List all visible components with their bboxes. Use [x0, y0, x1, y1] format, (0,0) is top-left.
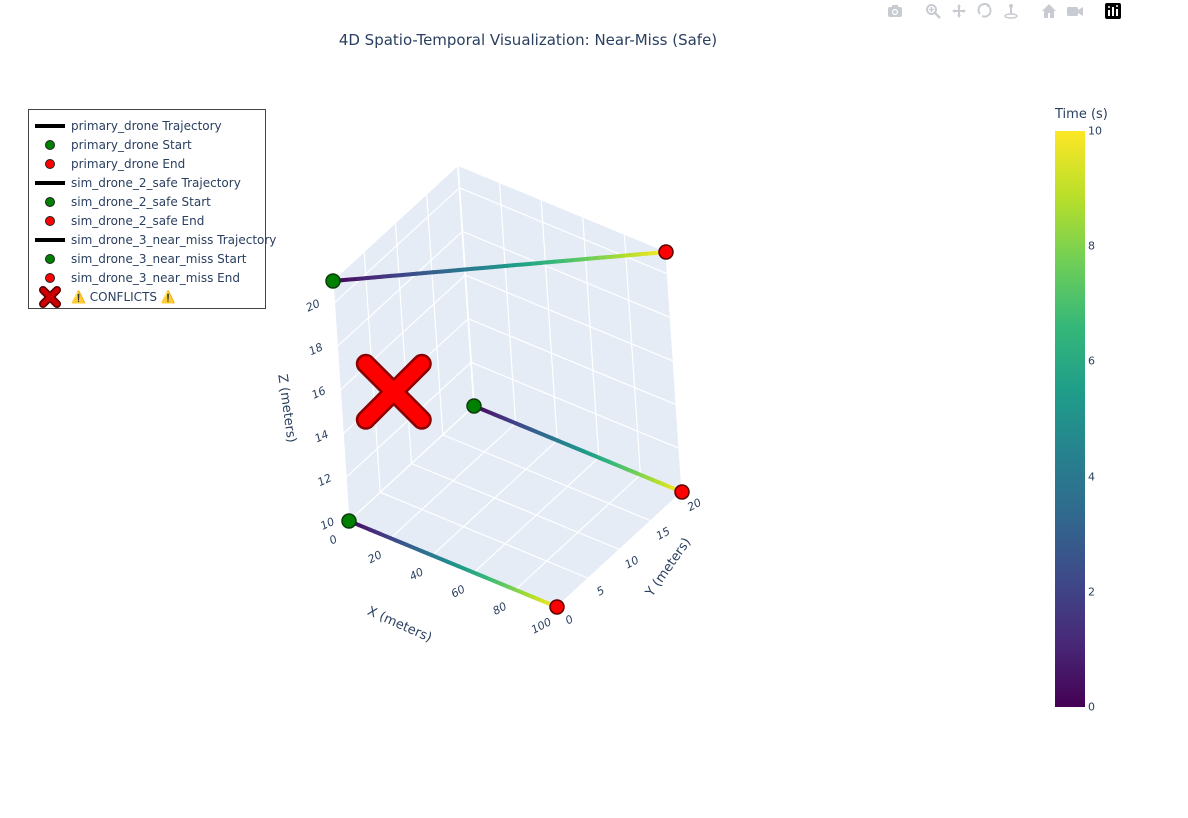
legend-item[interactable]: primary_drone Start — [29, 135, 265, 154]
y-tick-label: 20 — [685, 496, 703, 514]
back-right-pane — [458, 166, 682, 492]
y-tick-label: 15 — [654, 525, 672, 543]
y-gridline — [442, 434, 651, 522]
legend-dot-symbol — [29, 192, 71, 211]
z-gridline — [470, 361, 680, 449]
x-tick-label: 0 — [327, 533, 339, 548]
y-axis-label: Y (meters) — [642, 535, 694, 600]
legend-x-symbol — [29, 285, 71, 308]
x-gridline — [623, 234, 641, 475]
y-tick-label: 10 — [623, 553, 641, 571]
legend-dot-symbol — [29, 154, 71, 173]
colorbar-tick-label: 4 — [1088, 470, 1095, 484]
x-gridline — [499, 183, 517, 424]
y-gridline — [380, 491, 589, 579]
colorbar-tick-label: 10 — [1088, 124, 1102, 138]
legend-dot-symbol — [29, 268, 71, 287]
colorbar-tick-label: 2 — [1088, 585, 1095, 599]
z-gridline — [459, 187, 668, 275]
z-tick-label: 14 — [313, 428, 331, 446]
home-icon[interactable] — [1038, 0, 1060, 22]
legend-line-symbol — [29, 116, 71, 135]
zoom-icon[interactable] — [922, 0, 944, 22]
x-tick-label: 60 — [449, 582, 467, 600]
y-gridline — [411, 462, 620, 551]
start-marker[interactable] — [325, 273, 341, 289]
legend-label: primary_drone End — [71, 156, 186, 171]
colorbar-tick-label: 8 — [1088, 239, 1095, 253]
orbit-icon[interactable] — [974, 0, 996, 22]
legend-item[interactable]: sim_drone_3_near_miss End — [29, 268, 265, 287]
modebar — [884, 0, 1124, 22]
legend-item[interactable]: sim_drone_3_near_miss Trajectory — [29, 230, 276, 249]
z-tick-label: 18 — [307, 340, 325, 358]
legend-line-symbol — [29, 230, 71, 249]
y-tick-label: 5 — [594, 584, 606, 599]
colorbar — [1055, 131, 1085, 707]
legend-label: sim_drone_3_near_miss End — [71, 270, 240, 285]
x-tick-label: 100 — [529, 615, 554, 636]
legend-item[interactable]: sim_drone_3_near_miss Start — [29, 249, 265, 268]
end-marker[interactable] — [674, 484, 690, 500]
legend-item[interactable]: sim_drone_2_safe Trajectory — [29, 173, 265, 192]
legend: primary_drone Trajectory primary_drone St… — [28, 109, 276, 309]
pan-icon[interactable] — [948, 0, 970, 22]
end-marker[interactable] — [549, 599, 565, 615]
legend-label: sim_drone_2_safe Start — [71, 194, 211, 209]
x-axis-label: X (meters) — [365, 604, 434, 646]
x-tick-label: 80 — [491, 600, 509, 618]
turntable-icon[interactable] — [1000, 0, 1022, 22]
camera-icon[interactable] — [884, 0, 906, 22]
plotly-logo-icon[interactable] — [1102, 0, 1124, 22]
y-gridline — [332, 280, 350, 522]
camera-reset-icon[interactable] — [1064, 0, 1086, 22]
legend-dot-symbol — [29, 249, 71, 268]
x-gridline — [540, 200, 558, 441]
z-gridline — [348, 405, 475, 522]
start-marker[interactable] — [466, 398, 482, 414]
legend-label: sim_drone_3_near_miss Start — [71, 251, 247, 266]
z-tick-label: 12 — [316, 471, 334, 489]
legend-item[interactable]: primary_drone Trajectory — [29, 116, 265, 135]
z-gridline — [462, 230, 671, 319]
legend-item[interactable]: sim_drone_2_safe End — [29, 211, 265, 230]
x-tick-label: 20 — [366, 548, 384, 566]
x-gridline — [665, 251, 683, 493]
legend-line-symbol — [29, 173, 71, 192]
axis-edge — [457, 165, 475, 407]
colorbar-tick-label: 6 — [1088, 354, 1095, 368]
legend-label: ⚠️ CONFLICTS ⚠️ — [71, 289, 176, 304]
chart-title: 4D Spatio-Temporal Visualization: Near-M… — [338, 31, 718, 49]
legend-dot-symbol — [29, 211, 71, 230]
z-gridline — [334, 187, 460, 304]
legend-label: sim_drone_3_near_miss Trajectory — [71, 232, 277, 247]
legend-label: sim_drone_2_safe Trajectory — [71, 175, 241, 190]
legend-item[interactable]: primary_drone End — [29, 154, 265, 173]
z-gridline — [465, 274, 674, 362]
z-tick-label: 20 — [304, 297, 322, 315]
legend-label: sim_drone_2_safe End — [71, 213, 205, 228]
z-gridline — [336, 231, 463, 347]
end-marker[interactable] — [658, 244, 674, 260]
legend-dot-symbol — [29, 135, 71, 154]
start-marker[interactable] — [341, 513, 357, 529]
legend-label: primary_drone Trajectory — [71, 118, 222, 133]
z-axis-label: Z (meters) — [274, 373, 298, 443]
legend-label: primary_drone Start — [71, 137, 192, 152]
conflict-marker[interactable] — [355, 353, 432, 430]
x-tick-label: 40 — [407, 565, 425, 583]
legend-item[interactable]: ⚠️ CONFLICTS ⚠️ — [29, 285, 265, 308]
y-tick-label: 0 — [563, 613, 575, 628]
z-gridline — [467, 318, 677, 406]
y-gridline — [426, 194, 444, 435]
y-gridline — [394, 223, 413, 464]
colorbar-tick-label: 0 — [1088, 700, 1095, 714]
z-tick-label: 10 — [318, 515, 336, 533]
z-tick-label: 16 — [310, 384, 328, 402]
colorbar-title: Time (s) — [1055, 107, 1108, 122]
legend-item[interactable]: sim_drone_2_safe Start — [29, 192, 265, 211]
